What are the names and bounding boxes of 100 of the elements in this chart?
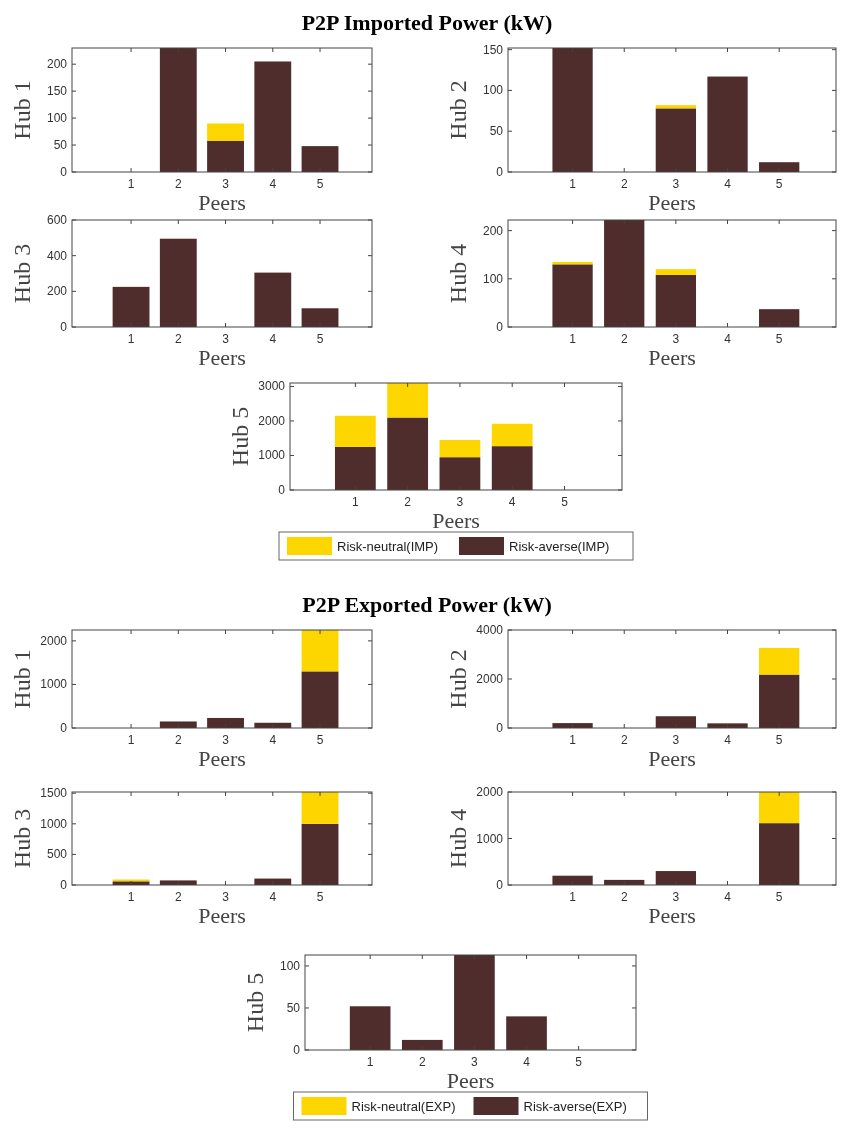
y-tick-label: 0 — [60, 165, 68, 179]
bar — [387, 417, 429, 490]
bar — [759, 823, 800, 885]
y-tick-label: 3000 — [258, 379, 286, 394]
bar — [655, 274, 697, 327]
x-axis-title: Peers — [648, 903, 696, 928]
x-tick-label: 1 — [352, 495, 360, 509]
bar — [254, 272, 292, 327]
bar — [301, 146, 339, 172]
x-axis-title: Peers — [648, 746, 696, 771]
bar — [655, 105, 697, 109]
y-tick-label: 200 — [482, 223, 504, 238]
y-tick-label: 1000 — [258, 448, 286, 463]
bar — [491, 423, 533, 447]
y-tick-label: 1500 — [40, 786, 68, 801]
y-tick-label: 1000 — [40, 816, 68, 831]
y-tick-label: 200 — [46, 57, 68, 72]
legend-label: Risk-averse(EXP) — [523, 1099, 627, 1114]
x-tick-label: 4 — [508, 495, 516, 509]
bar — [655, 716, 697, 728]
x-tick-label: 5 — [316, 177, 324, 191]
bar — [759, 674, 800, 728]
x-tick-label: 5 — [561, 495, 569, 509]
x-tick-label: 3 — [672, 332, 680, 346]
legend-label: Risk-averse(IMP) — [509, 539, 610, 554]
bar — [439, 457, 481, 490]
bar — [112, 286, 150, 327]
bar — [454, 955, 495, 1050]
x-tick-label: 3 — [222, 890, 230, 904]
bar — [552, 264, 593, 327]
bar — [301, 792, 339, 824]
x-tick-label: 1 — [569, 890, 577, 904]
x-tick-label: 4 — [269, 733, 277, 747]
bar — [552, 48, 593, 172]
x-tick-label: 1 — [569, 733, 577, 747]
x-tick-label: 2 — [620, 890, 628, 904]
x-tick-label: 5 — [775, 890, 783, 904]
bar — [604, 220, 645, 327]
x-tick-label: 3 — [222, 177, 230, 191]
x-tick-label: 3 — [222, 733, 230, 747]
y-axis-title: Hub 1 — [9, 649, 35, 709]
bar — [439, 439, 481, 458]
y-tick-label: 2000 — [476, 785, 504, 799]
x-axis-title: Peers — [446, 1068, 495, 1093]
bar — [159, 48, 197, 172]
x-tick-label: 4 — [269, 177, 277, 191]
bar — [207, 123, 244, 141]
bar — [301, 308, 339, 327]
x-tick-label: 5 — [316, 890, 324, 904]
y-tick-label: 0 — [60, 878, 68, 892]
bar — [301, 630, 339, 672]
bar — [491, 446, 533, 490]
x-tick-label: 1 — [569, 332, 577, 346]
x-tick-label: 2 — [174, 332, 182, 346]
x-tick-label: 5 — [775, 332, 783, 346]
y-axis-title: Hub 5 — [242, 972, 268, 1033]
y-axis-title: Hub 3 — [9, 808, 35, 869]
y-tick-label: 0 — [496, 878, 504, 892]
bar — [254, 61, 292, 172]
y-tick-label: 100 — [46, 111, 68, 126]
y-axis-title: Hub 3 — [9, 243, 35, 304]
text: P2P Imported Power (kW) — [301, 10, 553, 35]
x-tick-label: 5 — [316, 332, 324, 346]
y-tick-label: 0 — [278, 483, 286, 497]
bar — [159, 721, 197, 728]
x-tick-label: 2 — [418, 1055, 426, 1069]
x-tick-label: 2 — [174, 890, 182, 904]
x-tick-label: 3 — [456, 495, 464, 509]
bar — [759, 162, 800, 172]
bar — [707, 76, 748, 172]
x-axis-title: Peers — [198, 903, 246, 928]
x-tick-label: 4 — [724, 177, 732, 191]
x-tick-label: 2 — [620, 733, 628, 747]
y-tick-label: 150 — [46, 84, 68, 99]
bar — [387, 383, 429, 418]
x-tick-label: 1 — [569, 177, 577, 191]
x-tick-label: 3 — [222, 332, 230, 346]
x-tick-label: 4 — [724, 332, 732, 346]
y-tick-label: 2000 — [476, 672, 504, 686]
y-tick-label: 400 — [46, 248, 68, 263]
y-tick-label: 50 — [489, 124, 504, 139]
x-tick-label: 4 — [269, 332, 277, 346]
bar — [759, 309, 800, 327]
legend-label: Risk-neutral(IMP) — [337, 539, 439, 554]
x-tick-label: 1 — [127, 177, 135, 191]
x-tick-label: 5 — [775, 733, 783, 747]
y-tick-label: 4000 — [476, 623, 504, 637]
y-tick-label: 100 — [482, 271, 504, 286]
x-tick-label: 3 — [471, 1055, 479, 1069]
y-tick-label: 150 — [482, 42, 504, 57]
legend-label: Risk-neutral(EXP) — [351, 1099, 456, 1114]
y-axis-title: Hub 4 — [445, 808, 471, 869]
x-tick-label: 2 — [620, 177, 628, 191]
x-tick-label: 2 — [174, 177, 182, 191]
x-tick-label: 2 — [620, 332, 628, 346]
bar — [506, 1016, 547, 1050]
y-tick-label: 0 — [60, 320, 68, 334]
y-tick-label: 500 — [46, 847, 68, 862]
y-tick-label: 0 — [496, 320, 504, 334]
x-tick-label: 2 — [404, 495, 412, 509]
